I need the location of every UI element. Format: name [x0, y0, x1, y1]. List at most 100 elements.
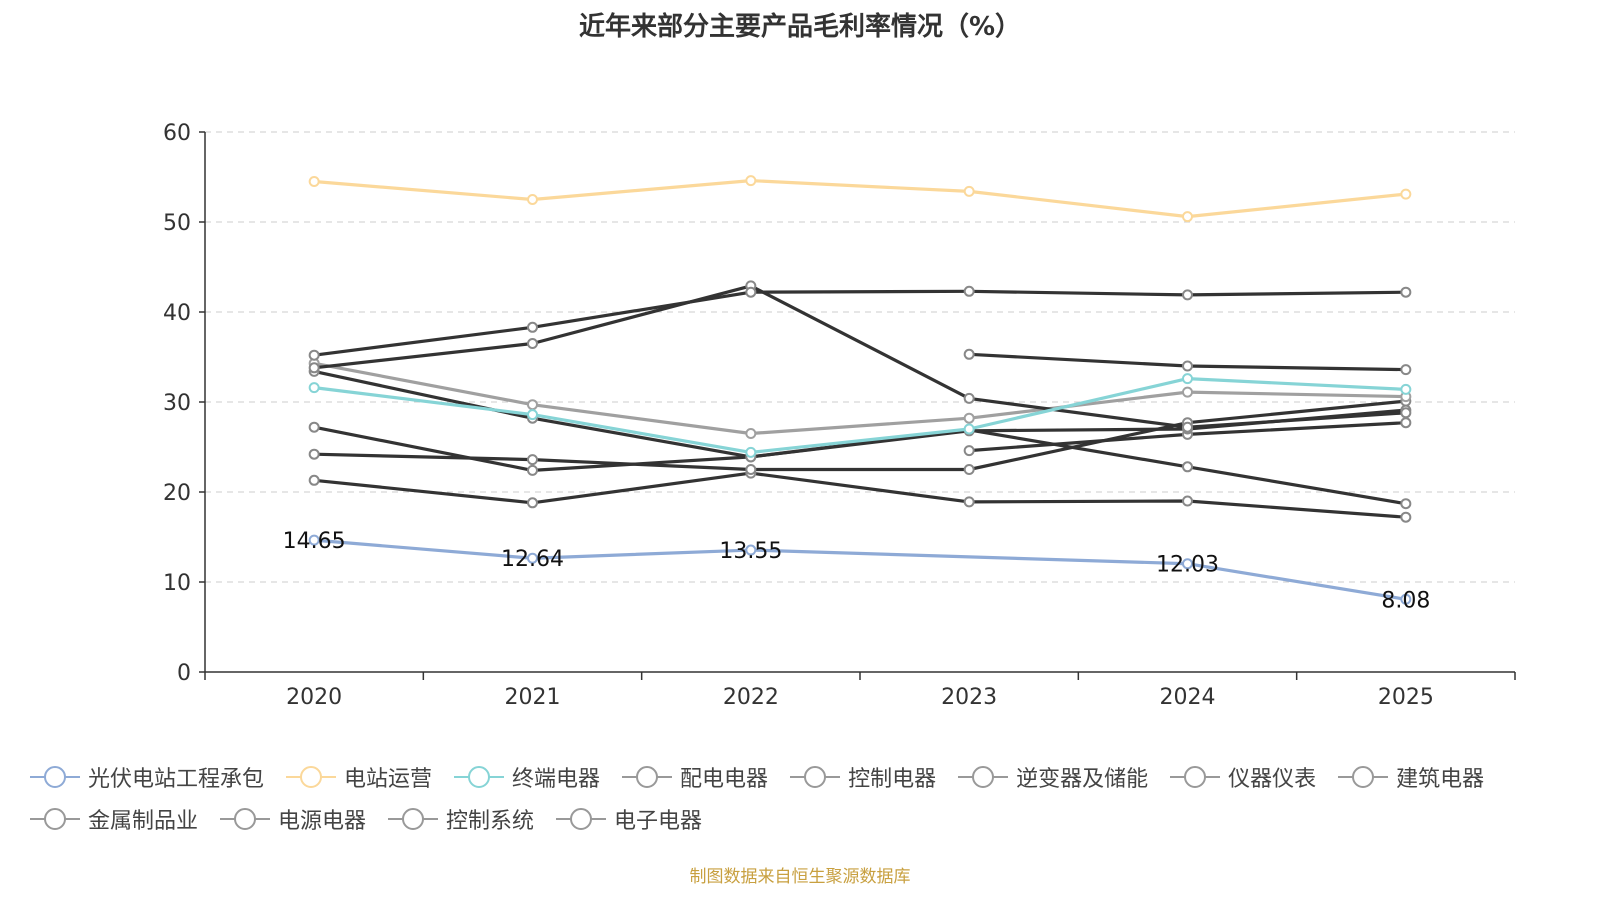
legend-item[interactable]: 金属制品业 [30, 803, 198, 835]
x-tick-label: 2023 [941, 685, 997, 710]
data-point[interactable] [745, 544, 757, 556]
legend-item[interactable]: 控制系统 [388, 803, 534, 835]
legend-item[interactable]: 电站运营 [286, 761, 432, 793]
legend-item[interactable]: 电子电器 [556, 803, 702, 835]
data-point[interactable] [745, 175, 757, 187]
series-line [314, 179, 1406, 219]
chart-title: 近年来部分主要产品毛利率情况（%） [578, 12, 1022, 42]
legend-item[interactable]: 配电电器 [622, 761, 768, 793]
data-point[interactable] [1182, 421, 1193, 433]
data-point[interactable] [308, 448, 320, 460]
data-point[interactable] [1182, 289, 1193, 301]
y-tick-label: 60 [163, 121, 191, 146]
data-point[interactable] [1400, 286, 1412, 298]
series-8 [308, 395, 1412, 475]
data-point[interactable] [1400, 593, 1412, 605]
data-label: 12.64 [501, 547, 564, 572]
data-point[interactable] [1182, 461, 1193, 473]
series-line [313, 284, 1406, 429]
data-point[interactable] [308, 176, 320, 187]
y-tick-label: 0 [177, 661, 191, 686]
data-point[interactable] [1182, 495, 1193, 507]
x-tick-label: 2020 [286, 685, 342, 710]
data-point[interactable] [963, 496, 975, 508]
data-point[interactable] [527, 399, 538, 411]
data-point[interactable] [1400, 188, 1412, 200]
legend-label: 终端电器 [512, 767, 601, 792]
legend-item[interactable]: 电源电器 [220, 803, 366, 835]
legend-item[interactable]: 仪器仪表 [1170, 761, 1316, 793]
legend-label: 电子电器 [614, 809, 703, 834]
data-point[interactable] [963, 285, 975, 297]
series-line [313, 289, 1406, 357]
data-point[interactable] [1400, 417, 1412, 429]
data-point[interactable] [745, 464, 757, 475]
series-line [314, 538, 1407, 601]
data-point[interactable] [527, 454, 538, 466]
data-point[interactable] [527, 321, 538, 333]
legend-label: 逆变器及储能 [1016, 767, 1149, 792]
series-line [313, 377, 1406, 454]
data-point[interactable] [308, 421, 320, 433]
legend-item[interactable]: 逆变器及储能 [958, 761, 1148, 793]
series-2 [308, 373, 1412, 458]
data-point[interactable] [963, 445, 975, 457]
data-point[interactable] [527, 409, 538, 421]
y-tick-label: 20 [163, 481, 191, 506]
data-point[interactable] [308, 349, 320, 361]
data-point[interactable] [745, 446, 757, 458]
legend-item[interactable]: 建筑电器 [1338, 761, 1484, 793]
data-point[interactable] [963, 185, 975, 197]
data-point[interactable] [308, 362, 320, 374]
legend-label: 配电电器 [680, 767, 769, 792]
data-point[interactable] [527, 194, 538, 205]
series-layer [308, 175, 1412, 605]
series-4 [308, 280, 1412, 433]
data-point[interactable] [308, 382, 320, 394]
data-point[interactable] [1400, 364, 1412, 376]
data-point[interactable] [308, 534, 320, 546]
data-point[interactable] [1182, 386, 1193, 398]
legend-item[interactable]: 光伏电站工程承包 [30, 761, 264, 793]
data-point[interactable] [1182, 211, 1193, 223]
series-10 [963, 348, 1412, 376]
legend-label: 仪器仪表 [1228, 767, 1317, 792]
data-point[interactable] [527, 338, 538, 349]
legend-label: 控制电器 [848, 767, 937, 792]
data-point[interactable] [1182, 558, 1193, 570]
series-9 [308, 467, 1412, 523]
legend-swatch-icon [556, 808, 607, 830]
legend-item[interactable]: 控制电器 [790, 761, 936, 793]
data-point[interactable] [308, 474, 320, 486]
legend-swatch-icon [30, 808, 80, 830]
data-point[interactable] [1400, 498, 1412, 510]
series-line [314, 471, 1406, 519]
legend-swatch-icon [388, 808, 439, 830]
data-point[interactable] [1400, 407, 1412, 419]
series-line [314, 399, 1406, 472]
data-point[interactable] [963, 392, 975, 404]
data-point[interactable] [963, 464, 975, 475]
data-point[interactable] [963, 412, 975, 424]
data-point[interactable] [527, 497, 538, 509]
legend-swatch-icon [958, 766, 1009, 788]
data-point[interactable] [745, 286, 757, 298]
data-point[interactable] [1400, 383, 1412, 395]
legend-swatch-icon [220, 808, 271, 830]
legend-item[interactable]: 终端电器 [454, 761, 600, 793]
data-label-layer: 14.65 12.64 13.55 12.03 8.08 [283, 529, 1431, 613]
data-point[interactable] [745, 428, 757, 439]
data-point[interactable] [527, 464, 538, 476]
data-point[interactable] [963, 348, 975, 360]
data-point[interactable] [1400, 511, 1412, 523]
data-point[interactable] [1182, 360, 1193, 372]
legend-label: 电站运营 [344, 767, 433, 792]
legend-swatch-icon [1170, 766, 1221, 788]
legend-swatch-icon [286, 766, 337, 788]
data-point[interactable] [527, 552, 538, 564]
data-point[interactable] [963, 423, 975, 435]
legend-row: 金属制品业 电源电器 控制系统 电子电器 [30, 798, 1590, 840]
x-tick-label: 2022 [723, 685, 779, 710]
data-label: 12.03 [1156, 553, 1219, 578]
data-point[interactable] [1182, 373, 1193, 385]
